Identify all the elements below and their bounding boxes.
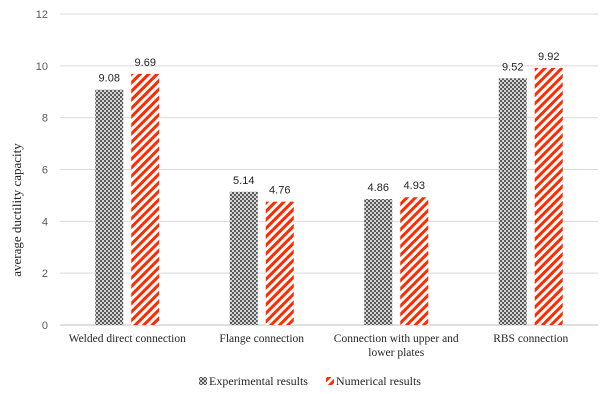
data-label: 9.92 bbox=[538, 51, 559, 63]
legend-label-numerical: Numerical results bbox=[336, 374, 421, 388]
y-tick-label: 4 bbox=[42, 216, 48, 228]
y-axis-title: average ductility capacity bbox=[9, 143, 24, 277]
data-label: 9.08 bbox=[99, 73, 120, 85]
data-label: 5.14 bbox=[233, 175, 254, 187]
bars bbox=[95, 67, 563, 326]
x-category-label: RBS connection bbox=[493, 333, 568, 345]
legend-label-experimental: Experimental results bbox=[209, 374, 308, 388]
bar-experimental bbox=[498, 78, 527, 325]
bar-numerical bbox=[265, 201, 294, 325]
bar-numerical bbox=[534, 67, 563, 325]
x-category-label: lower plates bbox=[368, 347, 424, 359]
bar-experimental bbox=[364, 199, 393, 325]
y-tick-label: 12 bbox=[36, 9, 48, 21]
x-category-label: Welded direct connection bbox=[69, 333, 186, 345]
y-axis-ticks: 0 2 4 6 8 10 12 bbox=[36, 9, 48, 332]
data-label: 4.86 bbox=[368, 182, 389, 194]
y-tick-label: 6 bbox=[42, 165, 48, 177]
legend-swatch-experimental bbox=[199, 377, 207, 385]
x-category-label: Connection with upper and bbox=[334, 333, 459, 345]
y-tick-label: 10 bbox=[36, 61, 48, 73]
data-labels: 9.08 9.69 5.14 4.76 4.86 4.93 9.52 9.92 bbox=[99, 51, 560, 197]
y-tick-label: 8 bbox=[42, 113, 48, 125]
x-category-label: Flange connection bbox=[219, 333, 304, 345]
bar-numerical bbox=[400, 197, 429, 325]
y-tick-label: 2 bbox=[42, 268, 48, 280]
legend: Experimental results Numerical results bbox=[199, 374, 421, 388]
bar-experimental bbox=[229, 191, 258, 325]
x-axis-labels: Welded direct connection Flange connectio… bbox=[69, 333, 569, 359]
data-label: 4.93 bbox=[404, 180, 425, 192]
data-label: 9.52 bbox=[502, 61, 523, 73]
bar-numerical bbox=[131, 73, 160, 326]
bar-experimental bbox=[95, 89, 124, 325]
y-tick-label: 0 bbox=[42, 320, 48, 332]
data-label: 4.76 bbox=[269, 185, 290, 197]
legend-swatch-numerical bbox=[326, 377, 334, 385]
data-label: 9.69 bbox=[135, 57, 156, 69]
